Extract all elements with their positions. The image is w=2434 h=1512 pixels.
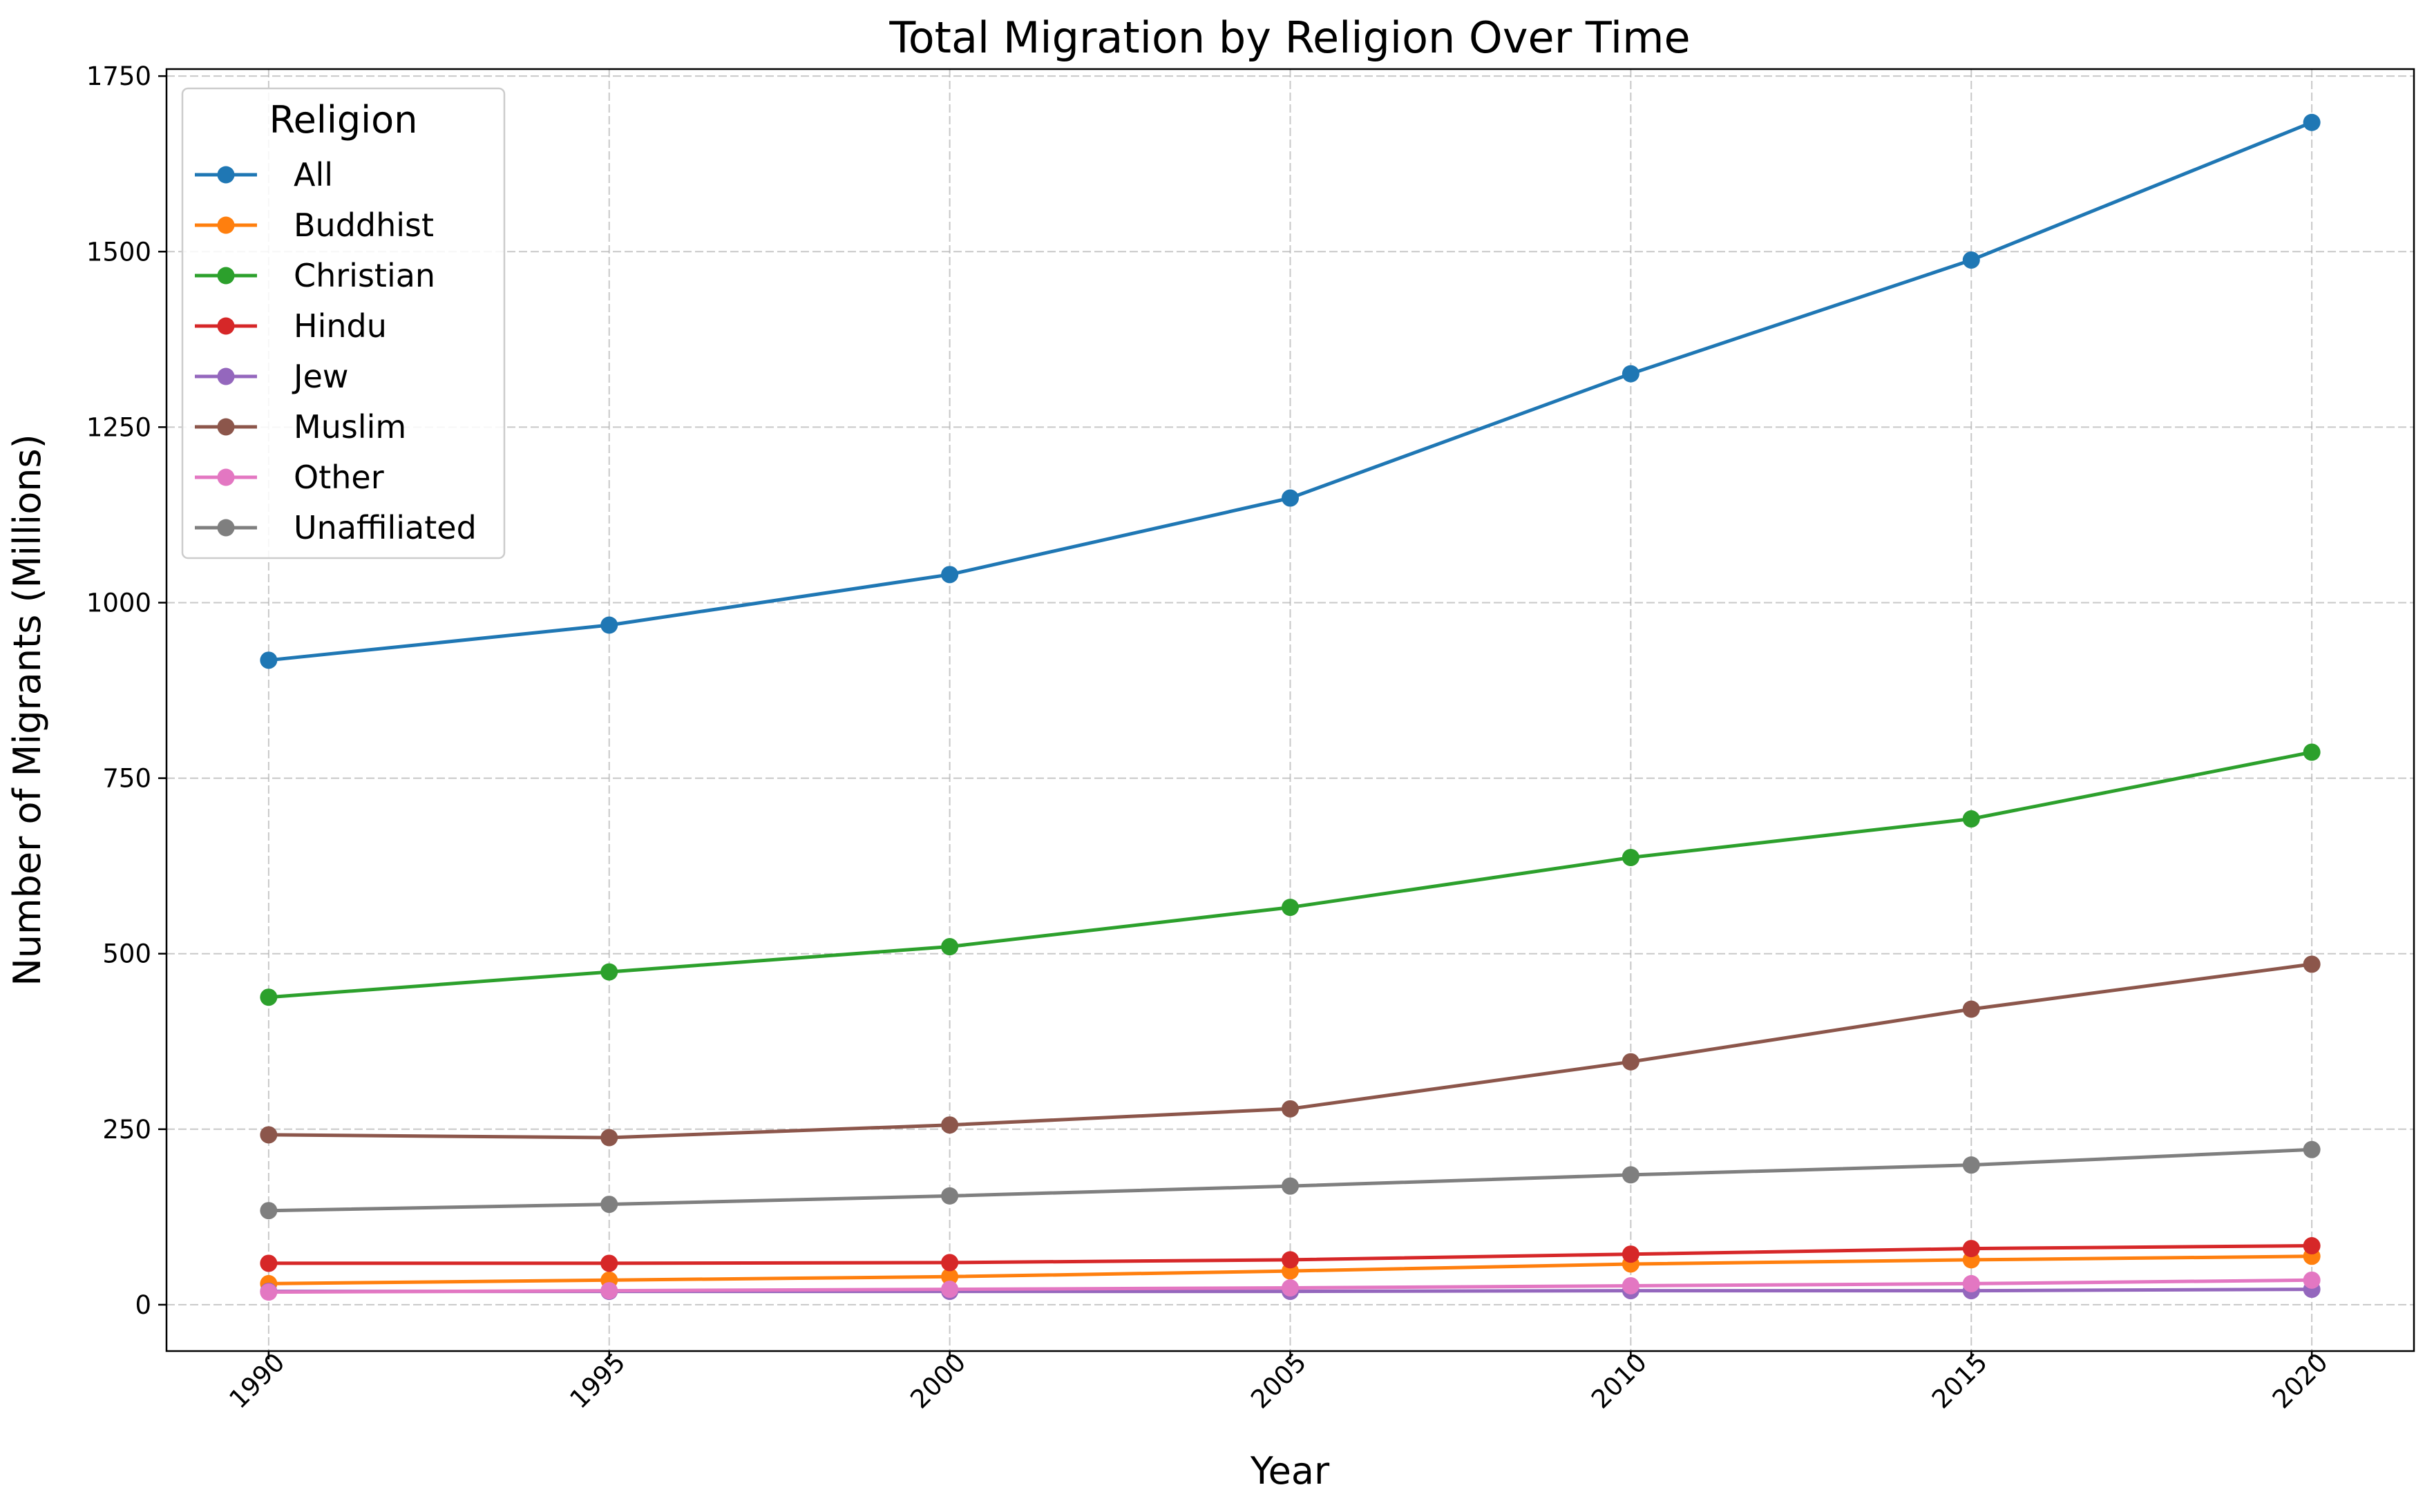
data-point-all — [941, 566, 958, 583]
legend-swatch-marker — [218, 166, 235, 184]
data-point-hindu — [2303, 1237, 2321, 1254]
data-point-all — [2303, 114, 2321, 131]
legend-swatch-marker — [218, 419, 235, 436]
y-axis-label: Number of Migrants (Millions) — [6, 434, 49, 986]
data-point-christian — [1282, 899, 1299, 916]
data-point-muslim — [1963, 1000, 1980, 1017]
data-point-other — [1963, 1275, 1980, 1292]
data-point-all — [600, 617, 618, 634]
data-point-christian — [941, 938, 958, 955]
legend-swatch-marker — [218, 318, 235, 335]
legend-swatch-marker — [218, 217, 235, 234]
legend-title: Religion — [269, 98, 418, 142]
data-point-christian — [600, 964, 618, 981]
data-point-hindu — [1282, 1251, 1299, 1268]
legend: Religion All Buddhist Christian Hindu Jew Mus… — [182, 88, 504, 558]
data-point-all — [1622, 365, 1639, 383]
y-tick-label: 500 — [102, 939, 151, 969]
data-point-christian — [1963, 810, 1980, 827]
data-point-muslim — [600, 1129, 618, 1147]
y-tick-label: 750 — [102, 764, 151, 794]
legend-label: Jew — [292, 358, 349, 395]
data-point-muslim — [1282, 1100, 1299, 1118]
legend-label: Muslim — [294, 408, 406, 446]
data-point-muslim — [260, 1126, 277, 1143]
data-point-christian — [260, 988, 277, 1006]
data-point-unaffiliated — [260, 1202, 277, 1219]
legend-label: Christian — [294, 257, 435, 294]
data-point-christian — [1622, 849, 1639, 866]
data-point-other — [2303, 1272, 2321, 1289]
legend-label: Other — [294, 459, 384, 496]
data-point-muslim — [1622, 1053, 1639, 1071]
y-tick-label: 250 — [102, 1115, 151, 1145]
legend-label: All — [294, 156, 333, 193]
data-point-unaffiliated — [1963, 1156, 1980, 1174]
y-tick-label: 1500 — [86, 237, 151, 267]
data-point-hindu — [1963, 1240, 1980, 1257]
chart-title: Total Migration by Religion Over Time — [888, 12, 1690, 63]
y-tick-label: 0 — [135, 1290, 151, 1320]
data-point-other — [1622, 1277, 1639, 1294]
legend-swatch-marker — [218, 519, 235, 537]
data-point-muslim — [941, 1116, 958, 1133]
data-point-unaffiliated — [1622, 1166, 1639, 1183]
data-point-unaffiliated — [941, 1187, 958, 1205]
data-point-hindu — [600, 1254, 618, 1272]
data-point-other — [941, 1281, 958, 1298]
legend-swatch-marker — [218, 267, 235, 285]
x-axis-label: Year — [1250, 1449, 1330, 1493]
data-point-all — [1963, 251, 1980, 269]
legend-swatch-marker — [218, 469, 235, 486]
data-point-other — [1282, 1279, 1299, 1296]
legend-label: Buddhist — [294, 207, 434, 244]
data-point-unaffiliated — [2303, 1141, 2321, 1158]
data-point-muslim — [2303, 955, 2321, 973]
data-point-hindu — [260, 1254, 277, 1272]
data-point-all — [1282, 490, 1299, 507]
legend-label: Hindu — [294, 307, 387, 345]
data-point-unaffiliated — [600, 1196, 618, 1213]
data-point-other — [600, 1282, 618, 1299]
data-point-other — [260, 1283, 277, 1301]
y-tick-label: 1000 — [86, 588, 151, 618]
y-tick-label: 1750 — [86, 61, 151, 91]
data-point-all — [260, 651, 277, 669]
legend-label: Unaffiliated — [294, 509, 477, 546]
data-point-hindu — [1622, 1245, 1639, 1263]
data-point-christian — [2303, 743, 2321, 760]
legend-swatch-marker — [218, 368, 235, 385]
y-tick-label: 1250 — [86, 412, 151, 442]
data-point-unaffiliated — [1282, 1178, 1299, 1195]
data-point-hindu — [941, 1254, 958, 1271]
